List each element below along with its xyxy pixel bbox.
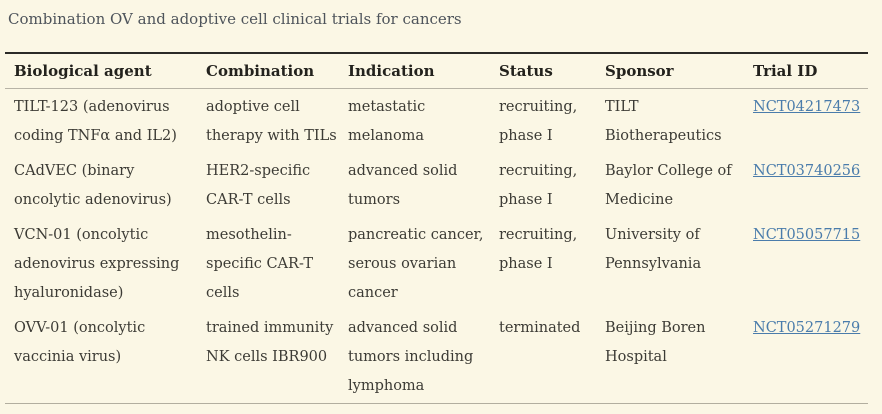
trial-id-link[interactable]: NCT03740256 [753, 163, 861, 179]
cell-biological-agent: CAdVEC (binary oncolytic adenovirus) [14, 163, 172, 208]
cell-trial-id: NCT05057715 [753, 217, 868, 310]
table-row: CAdVEC (binary oncolytic adenovirus) HER… [5, 153, 868, 217]
cell-indication: pancreatic cancer, serous ovarian cancer [348, 227, 484, 301]
table-row: VCN-01 (oncolytic adenovirus expressing … [5, 217, 868, 310]
page-title: Combination OV and adoptive cell clinica… [8, 10, 462, 28]
cell-indication: advanced solid tumors [348, 163, 458, 208]
cell-biological-agent: OVV-01 (oncolytic vaccinia virus) [5, 310, 206, 404]
cell-biological-agent: VCN-01 (oncolytic adenovirus expressing … [14, 227, 180, 301]
trial-id-link[interactable]: NCT05057715 [753, 227, 861, 243]
cell-status: recruiting, phase I [499, 99, 578, 144]
cell-indication: advanced solid tumors including lymphoma [348, 310, 499, 404]
cell-trial-id: NCT03740256 [753, 153, 868, 217]
cell-biological-agent: TILT-123 (adenovirus coding TNFα and IL2… [14, 99, 177, 144]
cell-combination: mesothelin-specific CAR-T cells [206, 227, 314, 301]
cell-combination: HER2-specific CAR-T cells [206, 163, 311, 208]
cell-sponsor: TILT Biotherapeutics [605, 99, 722, 144]
cell-status: recruiting, phase I [499, 163, 578, 208]
table-header-row: Biological agent Combination Indication … [5, 52, 868, 89]
clinical-trials-table: Biological agent Combination Indication … [5, 52, 868, 404]
cell-combination: trained immunity NK cells IBR900 [206, 310, 348, 404]
cell-combination: adoptive cell therapy with TILs [206, 99, 337, 144]
col-header-combination: Combination [206, 52, 348, 89]
col-header-indication: Indication [348, 52, 499, 89]
col-header-trial-id: Trial ID [753, 52, 868, 89]
cell-trial-id: NCT05271279 [753, 310, 868, 404]
cell-sponsor: Baylor College of Medicine [605, 163, 732, 208]
table-row: TILT-123 (adenovirus coding TNFα and IL2… [5, 89, 868, 154]
cell-status: terminated [499, 310, 605, 404]
cell-sponsor: University of Pennsylvania [605, 227, 702, 272]
trial-id-link[interactable]: NCT04217473 [753, 99, 861, 115]
col-header-sponsor: Sponsor [605, 52, 753, 89]
cell-trial-id: NCT04217473 [753, 89, 868, 154]
cell-status: recruiting, phase I [499, 227, 578, 272]
col-header-biological-agent: Biological agent [5, 52, 206, 89]
cell-indication: metastatic melanoma [348, 99, 426, 144]
table-row: OVV-01 (oncolytic vaccinia virus) traine… [5, 310, 868, 404]
cell-sponsor: Beijing Boren Hospital [605, 310, 753, 404]
trial-id-link[interactable]: NCT05271279 [753, 320, 861, 336]
col-header-status: Status [499, 52, 605, 89]
